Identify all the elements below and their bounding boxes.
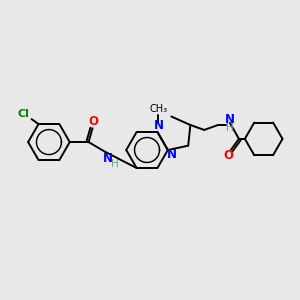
Text: N: N	[102, 152, 112, 165]
Text: H: H	[111, 159, 119, 169]
Text: CH₃: CH₃	[149, 104, 167, 114]
Text: O: O	[223, 149, 233, 162]
Text: N: N	[167, 148, 177, 161]
Text: Cl: Cl	[18, 109, 30, 119]
Text: O: O	[88, 115, 98, 128]
Text: N: N	[153, 118, 164, 131]
Text: N: N	[225, 112, 235, 125]
Text: H: H	[226, 123, 234, 133]
